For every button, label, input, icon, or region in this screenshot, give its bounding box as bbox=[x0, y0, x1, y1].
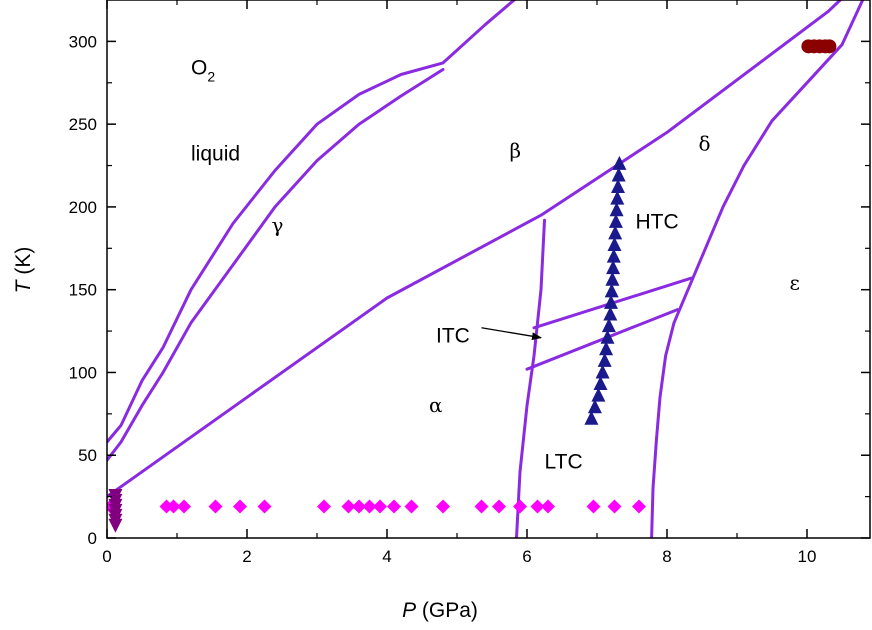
y-tick-label: 150 bbox=[69, 281, 97, 300]
data-point-markers bbox=[107, 39, 837, 533]
data-point-triangle-up bbox=[605, 271, 620, 286]
boundary-alpha-beta bbox=[107, 0, 843, 499]
data-point-diamond bbox=[541, 499, 555, 514]
region-label-itc: ITC bbox=[436, 325, 470, 348]
data-point-triangle-up bbox=[608, 225, 623, 240]
data-point-diamond bbox=[404, 499, 419, 514]
x-tick-label: 6 bbox=[522, 547, 531, 566]
data-point-triangle-up bbox=[606, 260, 621, 275]
data-point-triangle-up bbox=[600, 329, 615, 344]
boundary-itc-lower bbox=[525, 308, 679, 371]
region-label-o2: O2 bbox=[191, 56, 215, 84]
data-point-diamond bbox=[387, 499, 401, 514]
data-point-triangle-up bbox=[587, 399, 602, 414]
data-point-triangle-up bbox=[584, 410, 599, 425]
plot-frame bbox=[106, 0, 871, 539]
data-point-diamond bbox=[208, 499, 223, 514]
region-labels: O2 liquid γ β δ HTC ε ITC α LTC bbox=[191, 56, 800, 473]
region-label-delta: δ bbox=[699, 132, 711, 156]
data-point-diamond bbox=[177, 499, 191, 514]
data-point-triangle-up bbox=[597, 352, 612, 367]
y-tick-label: 50 bbox=[78, 446, 97, 465]
data-point-triangle-up bbox=[591, 387, 606, 402]
data-point-triangle-up bbox=[609, 202, 624, 217]
y-tick-label: 100 bbox=[69, 363, 97, 382]
x-tick-label: 2 bbox=[242, 547, 251, 566]
x-tick-label: 0 bbox=[102, 547, 111, 566]
data-point-triangle-up bbox=[611, 167, 626, 182]
data-point-diamond bbox=[632, 499, 646, 514]
region-label-alpha: α bbox=[429, 393, 443, 417]
data-point-triangle-up bbox=[611, 179, 625, 194]
data-point-diamond bbox=[607, 499, 622, 514]
data-point-diamond bbox=[474, 499, 489, 514]
data-point-triangle-up bbox=[607, 236, 622, 251]
data-point-triangle-up bbox=[603, 306, 618, 321]
data-point-triangle-up bbox=[601, 318, 616, 333]
region-label-liquid: liquid bbox=[191, 143, 240, 166]
itc-arrow bbox=[481, 327, 542, 341]
data-point-diamond bbox=[586, 499, 601, 514]
boundary-melting-outer bbox=[107, 0, 517, 444]
data-point-diamond bbox=[257, 499, 272, 514]
boundary-alpha-ltc bbox=[515, 218, 546, 538]
data-point-diamond bbox=[317, 499, 331, 514]
data-point-triangle-up bbox=[604, 283, 619, 298]
data-point-triangle-up bbox=[612, 155, 627, 170]
x-tick-label: 10 bbox=[798, 547, 817, 566]
phase-boundary-lines bbox=[107, 0, 865, 538]
y-tick-label: 0 bbox=[88, 529, 97, 548]
data-point-triangle-up bbox=[608, 213, 623, 228]
x-axis-label: P (GPa) bbox=[402, 599, 478, 622]
y-tick-label: 300 bbox=[69, 32, 97, 51]
data-point-triangle-up bbox=[593, 376, 608, 391]
region-label-ltc: LTC bbox=[545, 450, 583, 473]
region-label-beta: β bbox=[510, 138, 522, 162]
data-point-triangle-up bbox=[599, 341, 614, 356]
y-tick-label: 250 bbox=[69, 115, 97, 134]
x-tick-label: 8 bbox=[662, 547, 671, 566]
data-point-triangle-up bbox=[610, 190, 625, 205]
data-point-diamond bbox=[352, 499, 366, 514]
x-tick-label: 4 bbox=[382, 547, 391, 566]
data-point-diamond bbox=[373, 499, 387, 514]
data-point-triangle-down bbox=[108, 488, 123, 503]
data-point-triangle-up bbox=[604, 294, 618, 309]
data-point-diamond bbox=[341, 499, 356, 514]
data-point-diamond bbox=[492, 499, 506, 514]
data-point-triangle-up bbox=[606, 248, 621, 263]
region-label-htc: HTC bbox=[636, 210, 679, 233]
region-label-epsilon: ε bbox=[790, 271, 800, 295]
data-point-diamond bbox=[362, 499, 377, 514]
boundary-delta-epsilon bbox=[650, 0, 865, 538]
data-point-diamond bbox=[166, 499, 181, 514]
y-tick-label: 200 bbox=[69, 198, 97, 217]
data-point-triangle-up bbox=[595, 364, 610, 379]
data-point-diamond bbox=[513, 499, 527, 514]
axes bbox=[106, 0, 871, 539]
data-point-diamond bbox=[233, 499, 247, 514]
data-point-diamond bbox=[436, 499, 450, 514]
boundary-gamma-beta bbox=[107, 68, 445, 462]
y-axis-label: T (K) bbox=[12, 247, 35, 294]
data-point-circle bbox=[822, 39, 837, 54]
region-label-gamma: γ bbox=[272, 213, 284, 237]
data-point-diamond bbox=[530, 499, 545, 514]
